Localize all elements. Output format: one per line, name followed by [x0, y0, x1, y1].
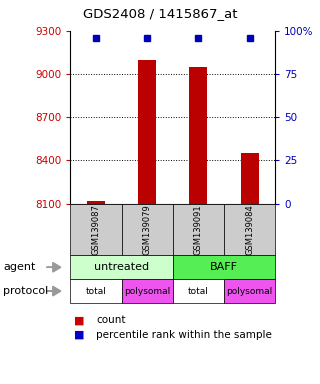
- Text: GSM139079: GSM139079: [143, 204, 152, 255]
- Text: polysomal: polysomal: [227, 286, 273, 296]
- Text: percentile rank within the sample: percentile rank within the sample: [96, 330, 272, 340]
- Text: ■: ■: [74, 330, 84, 340]
- Text: GDS2408 / 1415867_at: GDS2408 / 1415867_at: [83, 7, 237, 20]
- Bar: [87, 201, 105, 204]
- Text: ■: ■: [74, 315, 84, 325]
- Text: untreated: untreated: [94, 262, 149, 272]
- Text: agent: agent: [3, 262, 36, 272]
- Bar: [241, 153, 259, 204]
- Text: GSM139084: GSM139084: [245, 204, 254, 255]
- Text: total: total: [85, 286, 107, 296]
- Text: total: total: [188, 286, 209, 296]
- Text: polysomal: polysomal: [124, 286, 170, 296]
- Bar: [138, 60, 156, 204]
- Text: GSM139091: GSM139091: [194, 204, 203, 255]
- Text: GSM139087: GSM139087: [92, 204, 100, 255]
- Text: protocol: protocol: [3, 286, 48, 296]
- Text: count: count: [96, 315, 125, 325]
- Bar: [189, 67, 207, 204]
- Text: BAFF: BAFF: [210, 262, 238, 272]
